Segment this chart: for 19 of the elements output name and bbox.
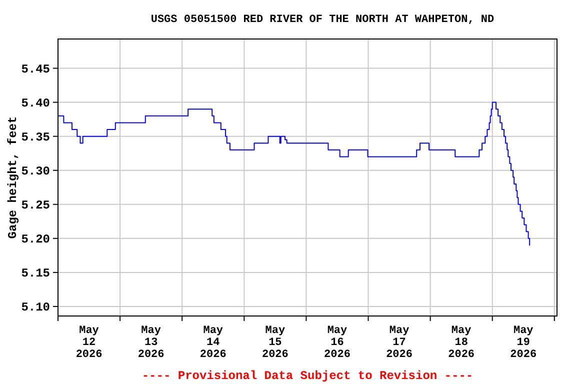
y-tick-label: 5.15: [21, 266, 50, 281]
x-tick-label: May 19 2026: [510, 325, 537, 361]
y-tick-label: 5.35: [21, 130, 50, 145]
x-tick-label: May 16 2026: [324, 325, 350, 361]
x-tick-label: May 15 2026: [262, 325, 288, 361]
x-tick-label: May 18 2026: [448, 325, 475, 361]
y-tick-label: 5.20: [21, 232, 50, 247]
x-tick-label: May 13 2026: [138, 325, 164, 361]
y-tick-label: 5.10: [21, 300, 50, 315]
y-axis-title: Gage height, feet: [6, 116, 20, 239]
chart-title: USGS 05051500 RED RIVER OF THE NORTH AT WAHPETON, ND: [150, 14, 495, 26]
text: ---- Provisional Data Subject to Revision ----: [142, 369, 474, 383]
y-tick-label: 5.40: [21, 96, 50, 110]
y-tick-label: 5.45: [21, 62, 50, 76]
y-tick-label: 5.30: [21, 164, 50, 179]
y-tick-label: 5.25: [21, 198, 50, 213]
x-tick-label: May 14 2026: [200, 325, 226, 361]
x-tick-label: May 12 2026: [76, 325, 102, 361]
x-tick-label: May 17 2026: [386, 325, 412, 361]
